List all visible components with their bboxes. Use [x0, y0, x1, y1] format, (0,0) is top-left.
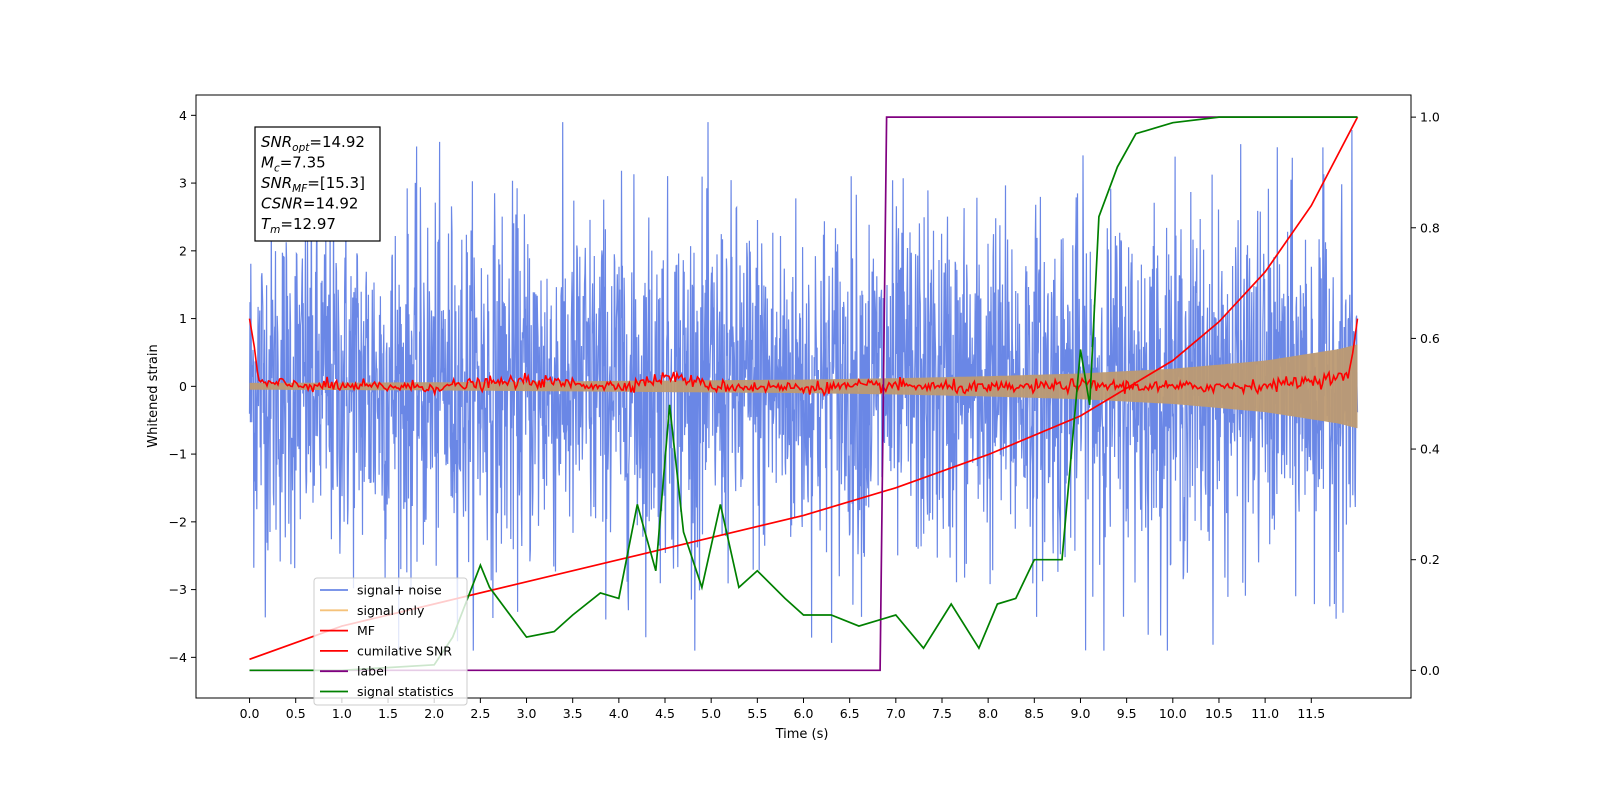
- x-tick-label: 10.5: [1205, 706, 1233, 721]
- x-tick-label: 0.0: [240, 706, 260, 721]
- y-left-tick-label: 0: [179, 379, 187, 394]
- legend-label: label: [357, 664, 387, 679]
- y-right-tick-label: 0.6: [1420, 331, 1440, 346]
- annotation-frame: [254, 126, 381, 242]
- legend-frame: [313, 577, 468, 706]
- y-left-tick-label: 1: [179, 311, 187, 326]
- x-tick-label: 5.0: [701, 706, 721, 721]
- x-tick-label: 11.5: [1297, 706, 1325, 721]
- x-tick-label: 2.0: [424, 706, 444, 721]
- series-signal-statistics: [249, 116, 1358, 672]
- left-y-axis: −4 −3 −2 −1 0 1 2 3 4: [169, 108, 196, 665]
- x-tick-label: 3.0: [517, 706, 537, 721]
- y-left-tick-label: 4: [179, 108, 187, 123]
- y-left-tick-label: −3: [169, 582, 187, 597]
- x-tick-label: 1.5: [378, 706, 398, 721]
- x-tick-label: 9.0: [1071, 706, 1091, 721]
- legend-label: cumilative SNR: [357, 643, 452, 658]
- y-right-tick-label: 0.8: [1420, 220, 1440, 235]
- y-left-tick-label: 2: [179, 243, 187, 258]
- y-axis-label: Whitened strain: [146, 344, 161, 447]
- x-tick-label: 2.5: [470, 706, 490, 721]
- x-tick-label: 5.5: [747, 706, 767, 721]
- snr-annotation-box: SNRopt=14.92Mc=7.35SNRMF=[15.3]CSNR=14.9…: [254, 126, 381, 242]
- y-left-tick-label: 3: [179, 176, 187, 191]
- y-right-tick-label: 0.2: [1420, 552, 1440, 567]
- x-tick-label: 8.5: [1024, 706, 1044, 721]
- x-tick-label: 6.5: [840, 706, 860, 721]
- legend-label: signal+ noise: [357, 583, 442, 598]
- annotation-line: SNRMF=[15.3]: [261, 174, 365, 195]
- x-tick-label: 7.0: [886, 706, 906, 721]
- series-signal-plus-noise: [248, 122, 1359, 651]
- annotation-line: Mc=7.35: [261, 154, 326, 175]
- y-left-tick-label: −2: [169, 514, 187, 529]
- x-tick-label: 7.5: [932, 706, 952, 721]
- legend-label: MF: [357, 623, 375, 638]
- x-tick-label: 1.0: [332, 706, 352, 721]
- y-right-tick-label: 0.0: [1420, 663, 1440, 678]
- y-right-tick-label: 0.4: [1420, 442, 1440, 457]
- y-right-tick-label: 1.0: [1420, 110, 1440, 125]
- x-tick-label: 10.0: [1159, 706, 1187, 721]
- series-signal-only: [249, 344, 1358, 429]
- annotation-line: SNRopt=14.92: [261, 133, 365, 154]
- series-mf: [248, 318, 1359, 398]
- right-y-axis: 0.0 0.2 0.4 0.6 0.8 1.0: [1411, 110, 1440, 678]
- series-label: [249, 116, 1358, 672]
- legend: signal+ noise signal only MF cumilative SNR…: [313, 577, 468, 706]
- x-tick-label: 8.0: [978, 706, 998, 721]
- annotation-line: CSNR=14.92: [261, 195, 358, 213]
- x-axis: 0.0 0.5 1.0 1.5 2.0 2.5 3.0 3.5 4.0 4.5 5.0 5.5 6.0 6…: [240, 698, 1325, 721]
- x-tick-label: 4.0: [609, 706, 629, 721]
- x-tick-label: 9.5: [1117, 706, 1137, 721]
- legend-label: signal only: [357, 603, 425, 618]
- y-left-tick-label: −1: [169, 447, 187, 462]
- x-tick-label: 11.0: [1251, 706, 1279, 721]
- x-tick-label: 3.5: [563, 706, 583, 721]
- x-tick-label: 0.5: [286, 706, 306, 721]
- y-left-tick-label: −4: [169, 650, 187, 665]
- annotation-line: Tm=12.97: [261, 215, 336, 236]
- x-axis-label: Time (s): [775, 727, 829, 742]
- x-tick-label: 6.0: [794, 706, 814, 721]
- x-tick-label: 4.5: [655, 706, 675, 721]
- legend-label: signal statistics: [357, 684, 454, 699]
